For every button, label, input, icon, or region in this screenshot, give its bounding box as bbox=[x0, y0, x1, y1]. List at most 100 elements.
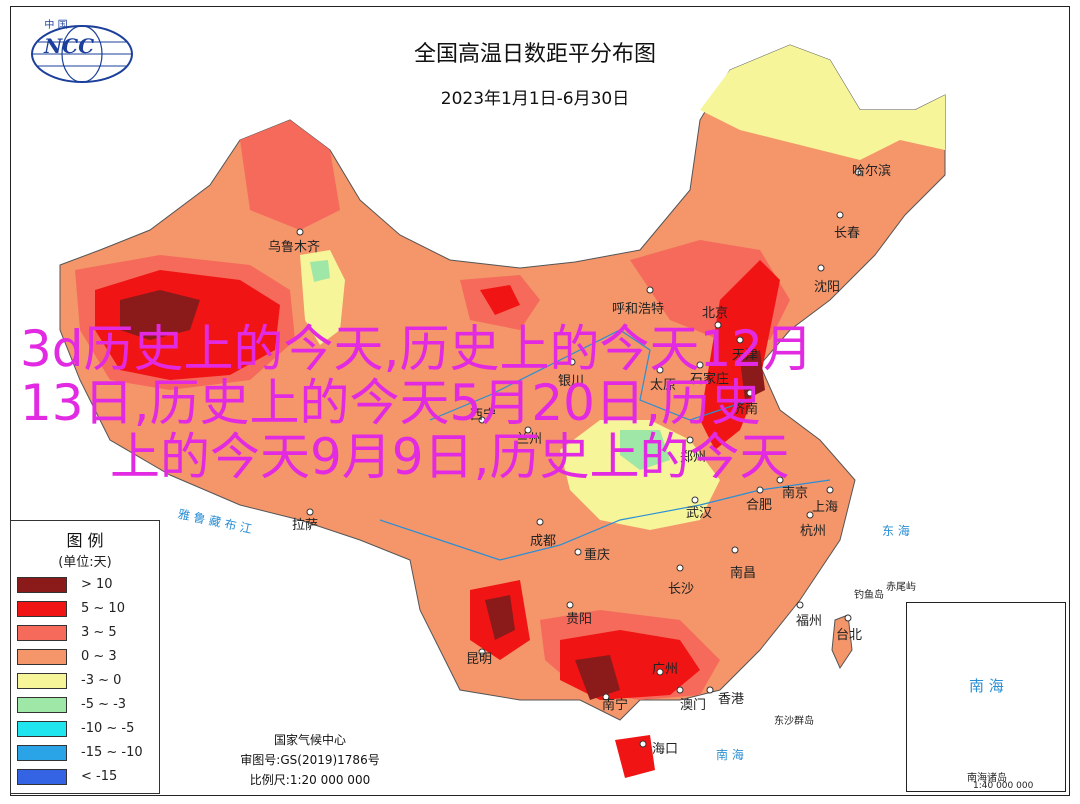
map-date-range: 2023年1月1日-6月30日 bbox=[440, 89, 630, 109]
city-label: 长沙 bbox=[668, 582, 695, 597]
city-label: 重庆 bbox=[584, 548, 611, 563]
zone-green-central bbox=[620, 430, 670, 470]
zone-5to10-beijing bbox=[700, 260, 780, 450]
legend-label: 0 ~ 3 bbox=[81, 649, 117, 664]
city-label: 哈尔滨 bbox=[852, 164, 892, 179]
legend-item: 5 ~ 10 bbox=[17, 601, 157, 619]
map-credits: 国家气候中心 审图号:GS(2019)1786号 比例尺:1:20 000 00… bbox=[230, 730, 390, 790]
city-label: 上海 bbox=[812, 500, 839, 515]
city-label: 天津 bbox=[732, 348, 759, 363]
city-label: 太原 bbox=[650, 378, 677, 393]
legend-swatch bbox=[17, 601, 67, 617]
credit-agency: 国家气候中心 bbox=[273, 733, 346, 747]
legend-swatch bbox=[17, 697, 67, 713]
zone-3to5-west bbox=[240, 120, 340, 230]
city-label: 成都 bbox=[530, 534, 557, 549]
legend-item: < -15 bbox=[17, 769, 157, 787]
legend-item: 3 ~ 5 bbox=[17, 625, 157, 643]
zone-over10-north bbox=[740, 350, 765, 400]
legend-swatch bbox=[17, 625, 67, 641]
inset-scale: 1:40 000 000 bbox=[973, 781, 1034, 791]
ncc-logo bbox=[26, 18, 138, 86]
legend-item: -10 ~ -5 bbox=[17, 721, 157, 739]
legend-label: -5 ~ -3 bbox=[81, 697, 127, 712]
city-label: 沈阳 bbox=[814, 280, 841, 295]
legend-swatch bbox=[17, 649, 67, 665]
legend-item: 0 ~ 3 bbox=[17, 649, 157, 667]
credit-scale: 比例尺:1:20 000 000 bbox=[249, 773, 371, 787]
globe-icon bbox=[31, 25, 133, 83]
watermark-line: 3d历史上的今天,历史上的今天12月 bbox=[20, 320, 814, 378]
legend-item: -15 ~ -10 bbox=[17, 745, 157, 763]
city-label: 兰州 bbox=[516, 432, 543, 447]
legend-label: -10 ~ -5 bbox=[81, 721, 135, 736]
legend-item: -5 ~ -3 bbox=[17, 697, 157, 715]
city-label: 海口 bbox=[652, 742, 679, 757]
city-label: 呼和浩特 bbox=[612, 302, 665, 317]
city-label: 乌鲁木齐 bbox=[268, 240, 321, 255]
city-label: 贵阳 bbox=[566, 612, 593, 627]
city-label: 长春 bbox=[834, 226, 861, 241]
credit-approval: 审图号:GS(2019)1786号 bbox=[240, 753, 380, 767]
inset-islands-label: 南海诸岛 bbox=[967, 773, 1007, 784]
legend-item: > 10 bbox=[17, 577, 157, 595]
watermark-line: 13日,历史上的今天5月20日,历史 bbox=[20, 374, 761, 432]
city-label: 南京 bbox=[782, 486, 809, 501]
legend-label: 5 ~ 10 bbox=[81, 601, 125, 616]
city-label: 石家庄 bbox=[690, 372, 730, 387]
map-title: 全国高温日数距平分布图 bbox=[413, 42, 656, 67]
city-label: 南宁 bbox=[602, 698, 629, 713]
logo-country-text: 中 国 bbox=[44, 20, 68, 31]
city-label: 拉萨 bbox=[292, 518, 319, 533]
legend-title: 图 例 bbox=[66, 531, 104, 550]
diaoyu-label: 钓鱼岛 bbox=[854, 590, 884, 601]
city-label: 北京 bbox=[702, 306, 729, 321]
zone-over10-yunnan bbox=[485, 595, 515, 640]
city-label: 杭州 bbox=[800, 524, 827, 539]
zone-central-yellow bbox=[560, 420, 720, 530]
legend-swatch bbox=[17, 673, 67, 689]
legend-label: 3 ~ 5 bbox=[81, 625, 117, 640]
river-yellow bbox=[429, 329, 751, 421]
city-label: 福州 bbox=[796, 614, 823, 629]
chiwei-label: 赤尾屿 bbox=[886, 582, 916, 593]
zone-5to10-hainan bbox=[615, 735, 655, 778]
logo-ncc-text: NCC bbox=[44, 34, 95, 58]
city-label: 武汉 bbox=[686, 506, 713, 521]
city-label: 澳门 bbox=[680, 698, 707, 713]
city-label: 香港 bbox=[718, 692, 745, 707]
legend-label: -3 ~ 0 bbox=[81, 673, 122, 688]
south-sea-label: 南 海 bbox=[716, 748, 744, 762]
city-label: 济南 bbox=[732, 402, 759, 417]
city-label: 昆明 bbox=[466, 652, 493, 667]
river-yangtze bbox=[379, 479, 831, 561]
watermark-line: 上的今天9月9日,历史上的今天 bbox=[110, 428, 790, 486]
city-markers bbox=[296, 168, 862, 748]
legend-swatch bbox=[17, 721, 67, 737]
zone-green-urumqi bbox=[310, 260, 330, 282]
legend-swatch bbox=[17, 577, 67, 593]
legend-swatch bbox=[17, 769, 67, 785]
legend-label: -15 ~ -10 bbox=[81, 745, 143, 760]
city-label: 合肥 bbox=[746, 498, 773, 513]
east-sea-label: 东 海 bbox=[882, 524, 910, 538]
dongsha-label: 东沙群岛 bbox=[774, 716, 814, 727]
zone-over10-guangxi bbox=[575, 655, 620, 700]
city-label: 郑州 bbox=[680, 450, 707, 465]
legend-label: < -15 bbox=[81, 769, 118, 784]
zone-northeast-yellow bbox=[700, 45, 945, 160]
zone-5to10-nm bbox=[480, 285, 520, 315]
city-label: 南昌 bbox=[730, 566, 757, 581]
legend-item: -3 ~ 0 bbox=[17, 673, 157, 691]
watermark-overlay: 3d历史上的今天,历史上的今天12月 13日,历史上的今天5月20日,历史 上的… bbox=[20, 322, 950, 484]
south-china-sea-inset: 南 海 南海诸岛 1:40 000 000 bbox=[906, 602, 1066, 792]
city-label: 台北 bbox=[836, 628, 863, 643]
inset-sea-label: 南 海 bbox=[969, 677, 1004, 695]
legend: 图 例 (单位:天) > 10 5 ~ 10 3 ~ 5 0 ~ 3 -3 ~ … bbox=[10, 520, 160, 794]
legend-swatch bbox=[17, 745, 67, 761]
zone-over10-xinjiang bbox=[120, 290, 200, 340]
city-label: 银川 bbox=[558, 374, 585, 389]
city-label: 广州 bbox=[652, 662, 679, 677]
